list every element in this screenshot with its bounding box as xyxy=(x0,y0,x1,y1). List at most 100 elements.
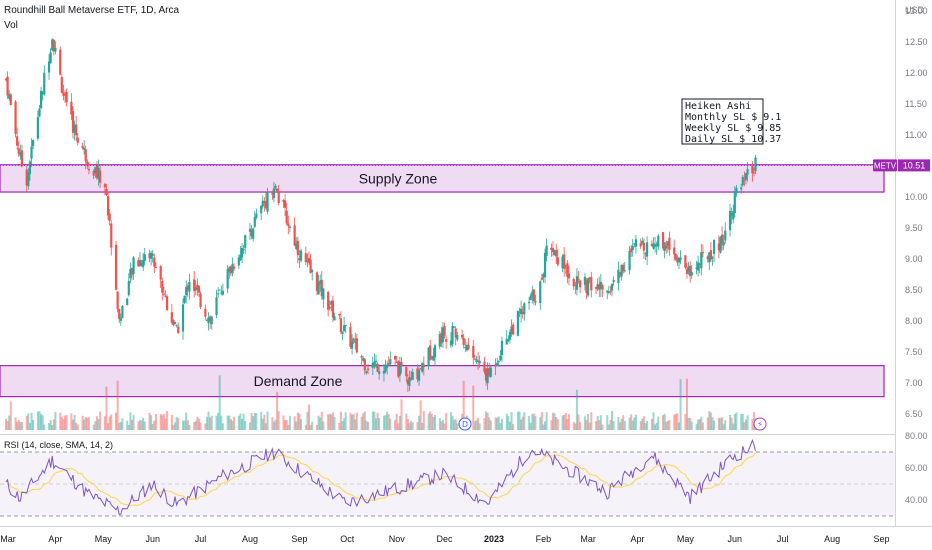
candle xyxy=(352,337,355,344)
candle xyxy=(711,255,714,266)
volume-bar xyxy=(49,420,52,430)
volume-bar xyxy=(207,411,210,430)
volume-bar xyxy=(126,420,129,430)
volume-bar xyxy=(618,422,621,430)
volume-bar xyxy=(646,420,649,430)
volume-bar xyxy=(64,415,67,430)
candle xyxy=(333,312,336,321)
volume-bar xyxy=(194,420,197,430)
volume-bar xyxy=(550,420,553,430)
dividend-marker[interactable]: D xyxy=(458,417,472,431)
volume-bar xyxy=(711,417,714,430)
candle xyxy=(378,364,381,380)
volume-bar xyxy=(516,411,519,430)
candle xyxy=(478,355,481,368)
volume-bar xyxy=(210,415,213,430)
volume-bar xyxy=(552,412,555,430)
candle xyxy=(73,120,76,141)
candle xyxy=(588,276,591,284)
volume-bar xyxy=(30,412,33,430)
flash-marker[interactable]: ⚡ xyxy=(753,417,767,431)
volume-bar xyxy=(668,420,671,430)
volume-bar xyxy=(264,423,267,430)
volume-bar xyxy=(421,422,424,430)
volume-bar xyxy=(272,421,275,430)
time-axis[interactable]: Mar Apr May Jun Jul Aug Sep Oct Nov Dec 2023 Feb Mar… xyxy=(0,534,889,544)
candle xyxy=(328,300,331,311)
candle xyxy=(555,243,558,265)
volume-bar xyxy=(218,375,221,430)
candle xyxy=(496,357,499,367)
volume-bar xyxy=(215,415,218,430)
candle xyxy=(36,110,39,141)
price-axis[interactable]: 6.507.007.508.008.509.009.5010.0010.5011… xyxy=(905,6,928,419)
volume-bar xyxy=(71,419,74,430)
volume-bar xyxy=(427,413,430,430)
volume-bar xyxy=(630,414,633,430)
volume-bar xyxy=(140,420,143,430)
volume-bar xyxy=(250,412,253,430)
volume-bar xyxy=(520,419,523,430)
candle xyxy=(63,90,67,103)
volume-bar xyxy=(406,419,409,430)
candle xyxy=(467,337,470,351)
candle xyxy=(199,291,202,310)
volume-bar xyxy=(351,414,354,430)
time-tick: Dec xyxy=(437,534,454,544)
volume-bar xyxy=(255,413,258,430)
candle xyxy=(735,184,738,197)
candle xyxy=(276,188,279,193)
zones-layer: Supply Zone Demand Zone xyxy=(0,164,885,398)
candle xyxy=(456,332,459,342)
candle xyxy=(622,262,625,274)
volume-bar xyxy=(338,422,341,430)
candle xyxy=(215,289,218,319)
symbol-tag-text: METV xyxy=(874,161,897,170)
volume-bar xyxy=(695,423,698,430)
volume-bar xyxy=(599,415,602,430)
candle xyxy=(165,294,169,311)
monthly-sl: Monthly SL $ 9.1 xyxy=(685,112,781,123)
candle xyxy=(532,289,535,306)
candle xyxy=(32,139,35,150)
candle xyxy=(173,321,177,325)
candle xyxy=(684,254,687,270)
candle xyxy=(641,237,644,246)
volume-bar xyxy=(655,422,658,430)
volume-bar xyxy=(719,418,722,430)
volume-bar xyxy=(641,418,644,430)
volume-bar xyxy=(38,411,41,430)
last-price-tag xyxy=(898,159,930,172)
candle xyxy=(534,294,537,306)
candle xyxy=(264,192,268,210)
candle xyxy=(205,318,209,321)
candle xyxy=(338,313,341,320)
flash-marker-icon: ⚡ xyxy=(757,420,763,429)
candle xyxy=(137,257,140,267)
candle xyxy=(185,280,188,304)
candles-layer[interactable] xyxy=(4,38,757,392)
candle xyxy=(657,234,660,251)
volume-bar xyxy=(260,412,263,430)
candle xyxy=(39,86,43,110)
candle xyxy=(531,285,534,304)
volume-bar xyxy=(83,419,86,430)
volume-bar xyxy=(54,411,57,430)
volume-bar xyxy=(276,391,279,430)
time-tick: Aug xyxy=(824,534,840,544)
candle xyxy=(319,274,322,292)
volume-bar xyxy=(488,417,491,430)
candle xyxy=(362,355,365,363)
candle xyxy=(652,237,655,250)
candle xyxy=(730,207,733,225)
rsi-line xyxy=(5,438,756,515)
demand-zone[interactable] xyxy=(0,365,885,398)
volume-bar xyxy=(199,422,202,430)
volume-bar xyxy=(673,414,676,430)
volume-bar xyxy=(177,418,180,430)
volume-bar xyxy=(679,379,682,430)
candle xyxy=(623,261,626,273)
candle xyxy=(239,246,242,261)
candle xyxy=(386,360,389,375)
volume-bar xyxy=(386,411,389,430)
